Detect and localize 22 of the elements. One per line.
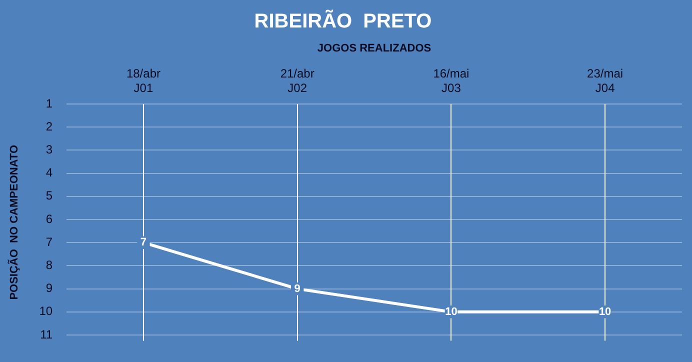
chart-title: RIBEIRÃO PRETO [254,10,432,33]
y-tick-label: 5 [46,188,53,203]
y-tick-label: 7 [46,234,53,249]
y-tick-label: 10 [39,304,53,318]
y-tick-label: 4 [46,166,53,180]
x-tick-label: 16/mai J03 [433,66,470,96]
y-tick-label: 9 [46,281,53,296]
x-tick-label: 21/abr J02 [280,66,314,96]
y-tick-label: 2 [46,119,53,134]
data-label: 7 [140,236,147,249]
y-tick-label: 1 [46,96,53,110]
x-tick-label: 18/abr J01 [126,66,160,96]
y-axis-title: POSIÇÃO NO CAMPEONATO [8,144,21,300]
y-tick-label: 8 [46,258,53,272]
data-label: 10 [445,306,458,318]
y-tick-label: 6 [46,212,53,226]
y-tick-label: 11 [40,327,53,342]
x-axis-title: JOGOS REALIZADOS [317,42,432,55]
data-label: 9 [294,282,300,295]
x-tick-label: 23/mai J04 [587,66,624,96]
data-label: 10 [598,306,612,318]
y-tick-label: 3 [46,142,53,157]
